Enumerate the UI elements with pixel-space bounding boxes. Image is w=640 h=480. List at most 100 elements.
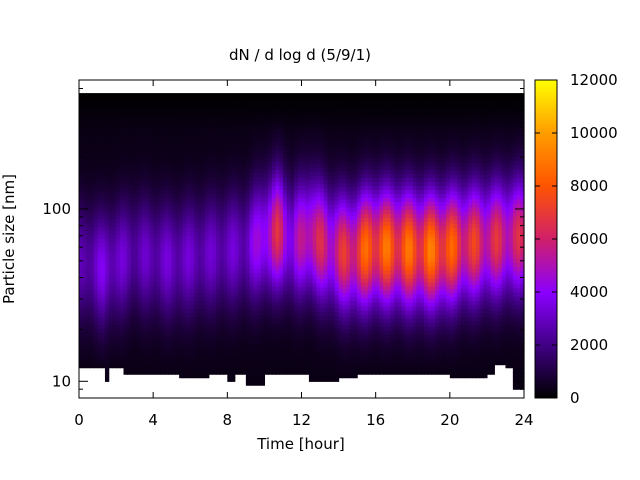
heatmap-cell: [119, 187, 125, 192]
heatmap-cell: [308, 138, 314, 144]
heatmap-cell: [264, 121, 269, 126]
heatmap-cell: [249, 218, 254, 224]
heatmap-cell: [97, 202, 102, 208]
heatmap-cell: [182, 235, 188, 241]
heatmap-cell: [182, 162, 188, 167]
heatmap-cell: [186, 198, 191, 204]
heatmap-cell: [212, 197, 217, 203]
heatmap-cell: [323, 93, 329, 98]
heatmap-cell: [168, 185, 173, 191]
heatmap-cell: [156, 149, 162, 154]
heatmap-cell: [238, 325, 243, 331]
heatmap-cell: [331, 220, 336, 226]
heatmap-cell: [93, 344, 99, 349]
heatmap-cell: [231, 200, 236, 205]
heatmap-cell: [145, 305, 151, 311]
heatmap-cell: [182, 93, 188, 98]
heatmap-cell: [149, 293, 154, 299]
heatmap-cell: [227, 319, 232, 325]
heatmap-cell: [179, 117, 184, 123]
heatmap-cell: [156, 173, 162, 179]
heatmap-cell: [249, 243, 254, 249]
heatmap-cell: [301, 370, 306, 375]
heatmap-cell: [264, 137, 269, 142]
heatmap-cell: [219, 273, 225, 279]
heatmap-cell: [149, 185, 154, 191]
heatmap-cell: [171, 342, 177, 347]
heatmap-cell: [249, 351, 254, 357]
heatmap-cell: [119, 218, 125, 224]
heatmap-cell: [260, 343, 266, 349]
heatmap-cell: [312, 105, 317, 111]
heatmap-cell: [301, 121, 306, 126]
heatmap-cell: [316, 216, 321, 222]
heatmap-cell: [119, 100, 125, 106]
heatmap-cell: [160, 165, 165, 170]
heatmap-cell: [145, 362, 151, 367]
heatmap-cell: [127, 205, 132, 211]
heatmap-cell: [104, 117, 110, 123]
heatmap-cell: [208, 225, 214, 231]
heatmap-cell: [231, 167, 236, 172]
heatmap-cell: [130, 293, 136, 299]
heatmap-cell: [168, 233, 173, 239]
heatmap-cell: [308, 282, 314, 288]
heatmap-cell: [179, 150, 184, 155]
heatmap-cell: [179, 105, 184, 110]
heatmap-cell: [231, 171, 236, 177]
heatmap-cell: [153, 113, 158, 118]
heatmap-cell: [249, 172, 254, 178]
heatmap-cell: [79, 183, 84, 188]
heatmap-cell: [130, 93, 136, 98]
heatmap-cell: [175, 213, 180, 219]
heatmap-cell: [297, 109, 303, 114]
heatmap-cell: [197, 186, 202, 192]
heatmap-cell: [179, 178, 184, 184]
heatmap-cell: [82, 112, 88, 118]
heatmap-cell: [268, 354, 273, 359]
heatmap-cell: [112, 226, 117, 231]
heatmap-cell: [264, 253, 269, 259]
heatmap-cell: [271, 277, 277, 283]
heatmap-cell: [93, 300, 99, 306]
heatmap-cell: [112, 297, 117, 302]
heatmap-cell: [290, 105, 295, 110]
heatmap-cell: [104, 146, 110, 152]
heatmap-cell: [294, 101, 299, 106]
heatmap-cell: [168, 169, 173, 175]
heatmap-cell: [197, 174, 202, 180]
heatmap-cell: [175, 265, 180, 271]
heatmap-cell: [294, 173, 299, 179]
heatmap-cell: [264, 193, 269, 199]
heatmap-cell: [201, 255, 206, 261]
heatmap-cell: [257, 318, 262, 324]
heatmap-cell: [119, 124, 125, 130]
heatmap-cell: [90, 155, 95, 161]
heatmap-cell: [193, 332, 199, 338]
heatmap-cell: [275, 313, 280, 319]
heatmap-cell: [316, 101, 321, 107]
heatmap-cell: [216, 137, 221, 142]
heatmap-cell: [320, 113, 325, 119]
heatmap-cell: [101, 175, 106, 180]
heatmap-cell: [153, 342, 158, 347]
heatmap-cell: [205, 97, 210, 102]
heatmap-cell: [323, 208, 329, 214]
heatmap-cell: [257, 93, 262, 98]
heatmap-cell: [238, 149, 243, 154]
heatmap-cell: [231, 130, 236, 135]
heatmap-cell: [301, 197, 306, 203]
heatmap-cell: [245, 347, 251, 353]
heatmap-cell: [327, 249, 332, 255]
heatmap-cell: [290, 169, 295, 175]
heatmap-cell: [90, 285, 95, 290]
heatmap-cell: [127, 321, 132, 327]
heatmap-cell: [245, 305, 251, 311]
heatmap-cell: [308, 373, 314, 378]
heatmap-cell: [130, 213, 136, 219]
heatmap-cell: [275, 101, 280, 106]
heatmap-cell: [290, 225, 295, 231]
heatmap-cell: [294, 281, 299, 287]
heatmap-cell: [279, 293, 284, 299]
heatmap-cell: [156, 189, 162, 195]
